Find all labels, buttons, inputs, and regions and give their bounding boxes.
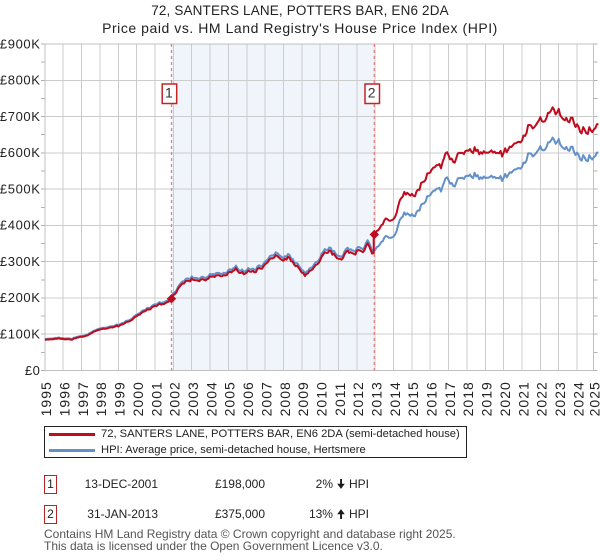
svg-text:2012: 2012 [350,381,366,416]
svg-text:2019: 2019 [479,381,495,416]
svg-text:2000: 2000 [130,381,146,416]
svg-text:£400K: £400K [0,218,41,233]
svg-text:2004: 2004 [203,381,219,416]
svg-text:2007: 2007 [258,381,274,416]
svg-text:£700K: £700K [0,109,41,124]
svg-text:1997: 1997 [75,381,91,416]
svg-text:2025: 2025 [587,381,600,416]
svg-text:£0: £0 [25,363,41,378]
svg-text:£600K: £600K [0,145,41,160]
svg-text:1999: 1999 [112,381,128,416]
svg-text:2024: 2024 [570,381,586,416]
svg-text:2009: 2009 [295,381,311,416]
svg-text:2008: 2008 [277,381,293,416]
svg-text:2018: 2018 [460,381,476,416]
svg-text:1998: 1998 [93,381,109,416]
svg-text:£800K: £800K [0,73,41,88]
svg-text:£200K: £200K [0,290,41,305]
svg-text:2023: 2023 [552,381,568,416]
svg-text:1996: 1996 [57,381,73,416]
svg-text:£300K: £300K [0,254,41,269]
svg-text:1: 1 [165,85,173,101]
svg-text:2021: 2021 [515,381,531,416]
svg-text:2: 2 [368,85,376,101]
svg-text:2020: 2020 [497,381,513,416]
svg-text:2013: 2013 [369,381,385,416]
svg-text:2005: 2005 [222,381,238,416]
svg-text:2014: 2014 [387,381,403,416]
svg-text:2010: 2010 [313,381,329,416]
svg-text:2002: 2002 [167,381,183,416]
svg-text:£900K: £900K [0,36,41,51]
svg-text:1995: 1995 [38,381,54,416]
svg-text:2006: 2006 [240,381,256,416]
svg-text:2016: 2016 [424,381,440,416]
svg-text:£100K: £100K [0,327,41,342]
svg-text:2003: 2003 [185,381,201,416]
svg-text:2022: 2022 [534,381,550,416]
svg-text:2015: 2015 [405,381,421,416]
svg-text:2017: 2017 [442,381,458,416]
svg-text:£500K: £500K [0,181,41,196]
svg-text:2011: 2011 [332,382,348,416]
svg-text:2001: 2001 [148,381,164,416]
